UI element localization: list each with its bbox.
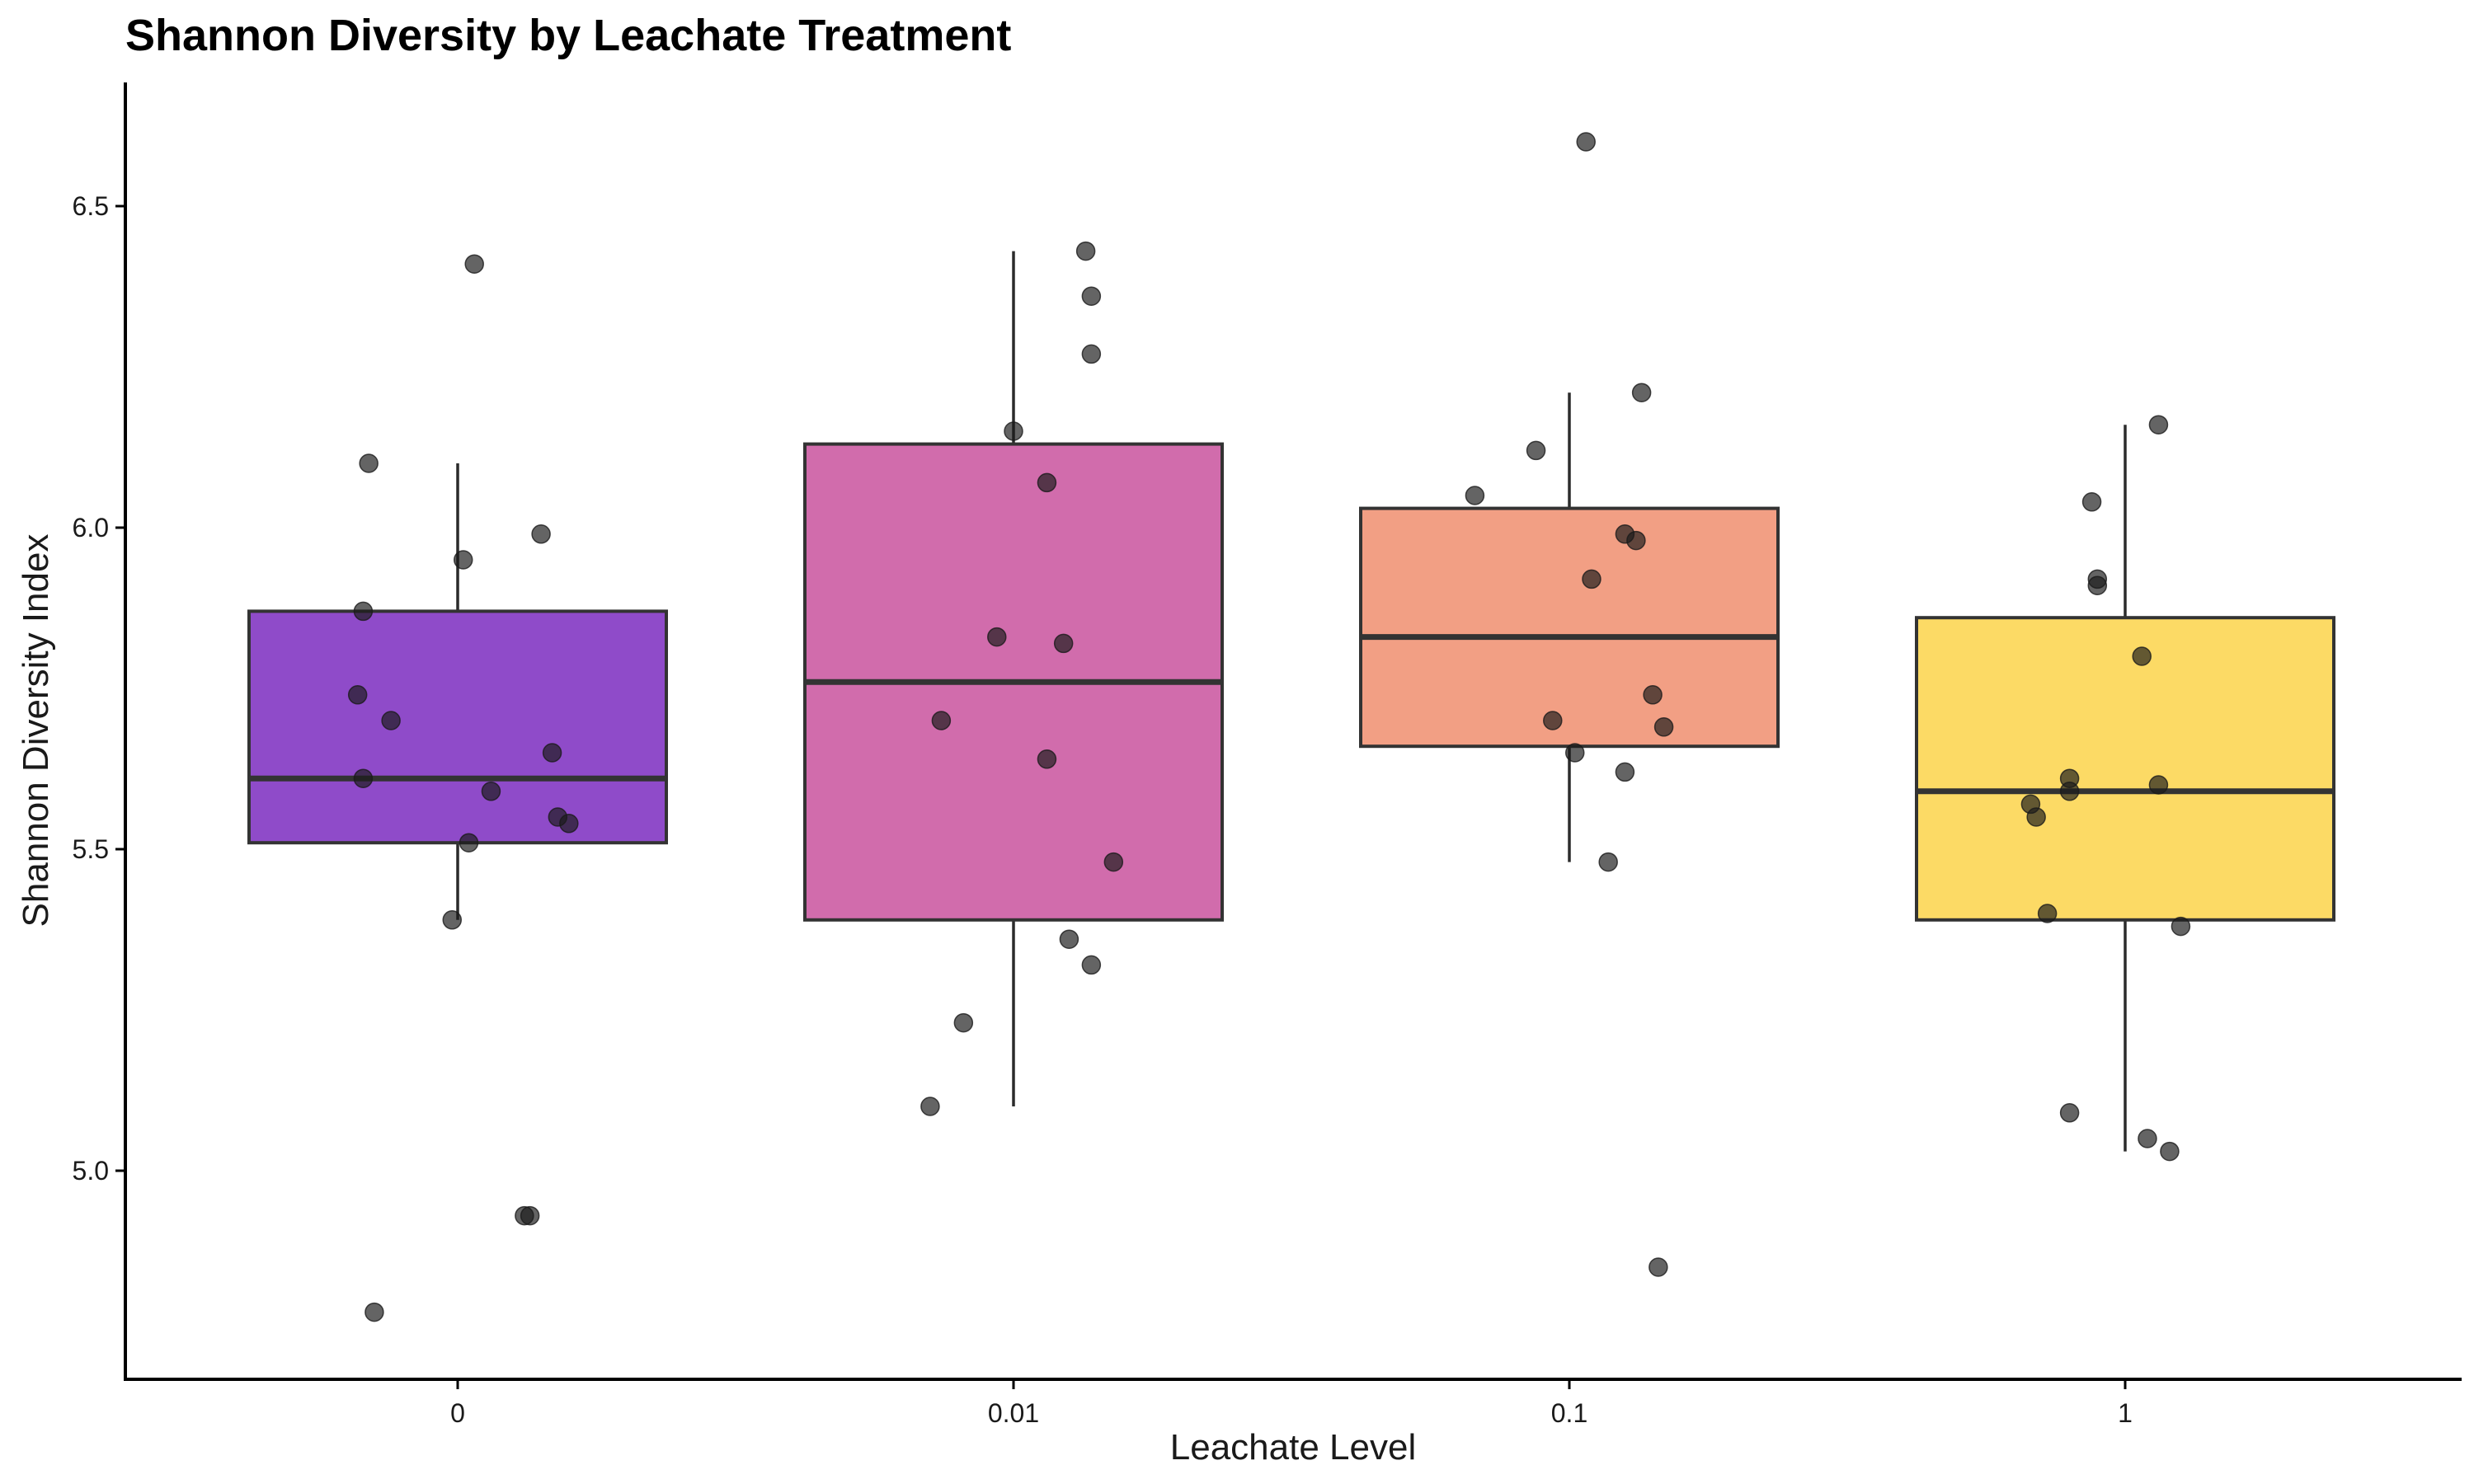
data-point (1615, 762, 1635, 782)
ticks-layer: 5.0 5.5 6.0 6.5 0 0.01 0.1 1 (73, 191, 2133, 1428)
data-point (1526, 440, 1546, 461)
data-point (1465, 486, 1485, 505)
data-point (1081, 955, 1102, 975)
data-point (2037, 904, 2058, 923)
data-point (365, 1302, 384, 1322)
data-point (1081, 344, 1102, 364)
data-point (2171, 916, 2191, 937)
data-point (453, 550, 473, 570)
data-point (987, 627, 1007, 647)
data-point (481, 782, 501, 801)
data-point (931, 711, 952, 730)
y-tick-label: 5.5 (73, 834, 109, 864)
axes-layer (124, 82, 2462, 1381)
data-point (1103, 852, 1124, 872)
data-point (2026, 807, 2046, 827)
data-point (2081, 492, 2102, 512)
data-point (1643, 685, 1663, 705)
box-iqr (1359, 506, 1780, 749)
data-point (1626, 530, 1646, 551)
data-point (464, 254, 484, 274)
data-point (1075, 241, 1096, 261)
box-iqr (1915, 616, 2335, 922)
data-point (381, 711, 401, 730)
box-group-cat-2 (1359, 392, 1780, 862)
data-point (347, 685, 368, 705)
chart-title: Shannon Diversity by Leachate Treatment (125, 11, 1012, 60)
data-point (2148, 775, 2169, 795)
data-point (953, 1012, 974, 1033)
data-point (920, 1097, 940, 1116)
data-point (1081, 286, 1102, 306)
boxes-layer (247, 251, 2335, 1152)
data-point (2160, 1141, 2180, 1162)
data-point (1598, 852, 1618, 872)
x-axis-title: Leachate Level (1170, 1427, 1416, 1468)
box-group-cat-3 (1915, 425, 2335, 1152)
y-axis-title: Shannon Diversity Index (16, 534, 56, 928)
data-point (1037, 472, 1057, 493)
data-point (1564, 743, 1585, 763)
data-point (2059, 1103, 2080, 1123)
data-point (1004, 421, 1023, 441)
x-tick-label: 0.01 (988, 1398, 1039, 1428)
data-point (353, 601, 374, 622)
x-tick-label: 1 (2118, 1398, 2133, 1428)
box-group-cat-0 (247, 463, 668, 920)
data-point (353, 768, 374, 788)
data-point (1037, 749, 1057, 769)
y-tick-label: 6.0 (73, 513, 109, 542)
data-point (1649, 1257, 1668, 1277)
box-iqr (247, 609, 668, 845)
data-point (1582, 569, 1602, 589)
data-point (2148, 415, 2169, 434)
data-point (2087, 575, 2108, 595)
data-point (1543, 711, 1563, 730)
data-point (1053, 633, 1074, 654)
data-point (2138, 1129, 2157, 1148)
y-tick-label: 6.5 (73, 191, 109, 221)
data-point (531, 524, 551, 544)
data-point (459, 833, 479, 852)
data-point (1653, 717, 1674, 737)
data-point (542, 743, 562, 763)
x-tick-label: 0.1 (1551, 1398, 1587, 1428)
data-point (520, 1205, 540, 1226)
data-point (359, 453, 379, 473)
data-point (1059, 929, 1079, 949)
data-point (442, 910, 463, 930)
data-point (1631, 383, 1652, 402)
data-point (2132, 646, 2152, 666)
x-tick-label: 0 (450, 1398, 465, 1428)
points-layer (347, 132, 2191, 1322)
box-group-cat-1 (803, 251, 1224, 1106)
data-point (1576, 132, 1596, 152)
y-tick-label: 5.0 (73, 1156, 109, 1186)
data-point (2059, 782, 2080, 801)
data-point (559, 814, 579, 834)
